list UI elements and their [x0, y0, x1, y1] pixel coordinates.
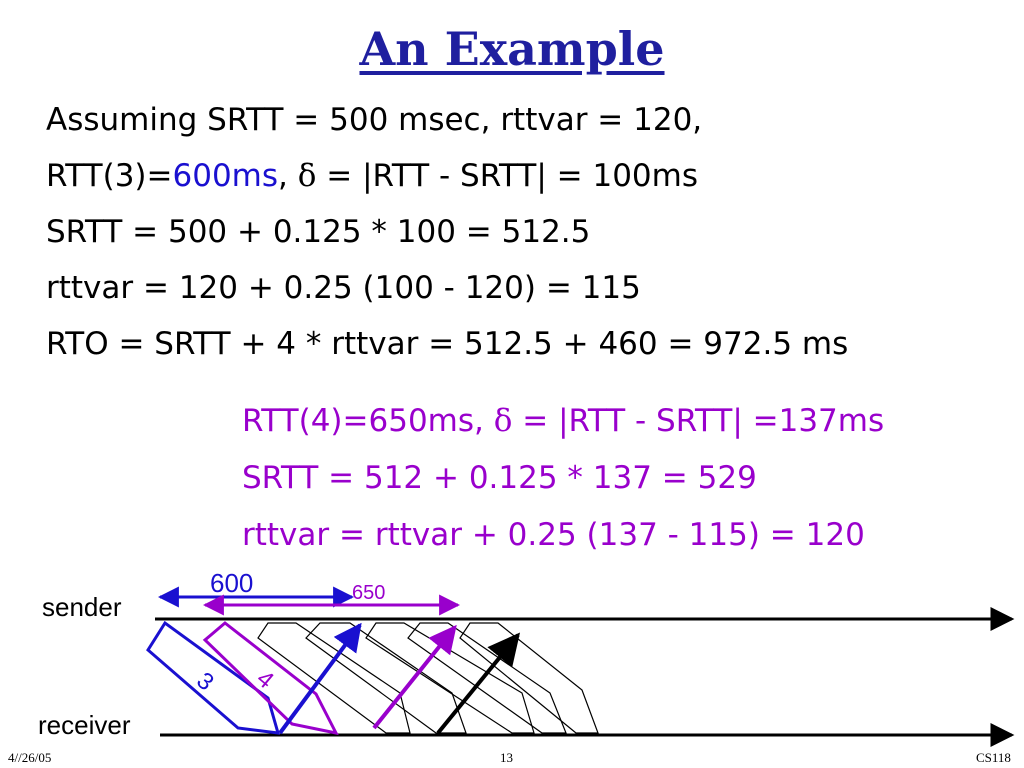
rto-line: RTO = SRTT + 4 * rttvar = 512.5 + 460 = …	[46, 326, 849, 362]
rtt3-prefix: RTT(3)=	[46, 158, 173, 194]
rtt3-delta-expr: = |RTT - SRTT| = 100ms	[316, 158, 698, 194]
footer-date: 4//26/05	[8, 750, 52, 765]
packet-outline	[365, 622, 535, 734]
rtt4-line: RTT(4)=650ms, δ = |RTT - SRTT| =137ms	[242, 403, 884, 439]
footer-course: CS118	[976, 750, 1011, 765]
rtt4-span-label: 650	[352, 582, 386, 604]
slide-title: An Example	[359, 22, 665, 76]
packet-outline	[305, 622, 467, 734]
srtt-line: SRTT = 500 + 0.125 * 100 = 512.5	[46, 214, 591, 250]
rtt3-comma: ,	[278, 158, 288, 194]
sender-label: sender	[42, 592, 122, 622]
rtt4-delta-expr: = |RTT - SRTT| =137ms	[512, 403, 885, 439]
ack-3-line	[278, 622, 362, 735]
packet-4	[202, 621, 339, 736]
rttvar2-line: rttvar = rttvar + 0.25 (137 - 115) = 120	[242, 517, 865, 553]
delta-symbol: δ	[297, 158, 317, 194]
ack-4-line	[372, 624, 457, 730]
rtt3-line: RTT(3)=600ms, δ = |RTT - SRTT| = 100ms	[46, 158, 698, 194]
rtt4-prefix: RTT(4)=650ms,	[242, 403, 494, 439]
footer-page-number: 13	[500, 750, 513, 765]
rtt3-value: 600ms	[172, 158, 279, 194]
assumption-line: Assuming SRTT = 500 msec, rttvar = 120,	[46, 102, 703, 138]
packet-outline	[257, 622, 411, 734]
receiver-label: receiver	[38, 710, 131, 740]
rttvar-line: rttvar = 120 + 0.25 (100 - 120) = 115	[46, 270, 641, 306]
srtt2-line: SRTT = 512 + 0.125 * 137 = 529	[242, 460, 757, 496]
packet-outline	[459, 622, 599, 734]
packet-outline	[407, 622, 567, 734]
rtt3-span-label: 600	[210, 568, 254, 598]
delta-symbol-2: δ	[493, 403, 513, 439]
ack-black-line	[436, 632, 521, 735]
